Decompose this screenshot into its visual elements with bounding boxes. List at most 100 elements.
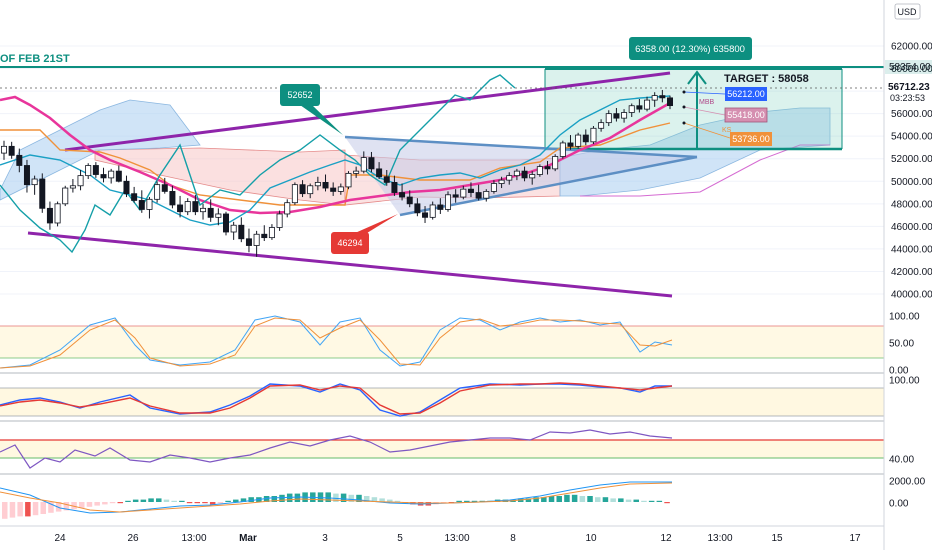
candle-body bbox=[314, 181, 321, 187]
macd-histogram-bar bbox=[656, 500, 663, 502]
macd-histogram-bar bbox=[571, 494, 578, 502]
rsi-pane[interactable] bbox=[0, 429, 884, 475]
macd-histogram-bar bbox=[17, 502, 23, 517]
candle-body bbox=[621, 112, 628, 119]
stochastic-pane[interactable] bbox=[0, 315, 884, 374]
candle-body bbox=[651, 95, 658, 101]
date-tick-label: 13:00 bbox=[181, 533, 206, 544]
current-price-tag: 56712.23 03:23:53 bbox=[885, 78, 932, 104]
macd-histogram-bar bbox=[194, 502, 201, 504]
macd-histogram-bar bbox=[664, 502, 670, 504]
macd-histogram-bar bbox=[102, 502, 108, 505]
macd-histogram-bar bbox=[541, 497, 547, 502]
macd-histogram-bar bbox=[333, 493, 339, 502]
macd-histogram-bar bbox=[533, 497, 539, 502]
candle-body bbox=[475, 192, 482, 199]
macd-histogram-bar bbox=[556, 496, 562, 502]
stochastic-axis-label: 100.00 bbox=[889, 312, 920, 323]
candle-body bbox=[276, 213, 283, 228]
candle-body bbox=[184, 201, 191, 213]
macd-histogram-bar bbox=[233, 499, 239, 502]
macd-pane[interactable] bbox=[0, 481, 673, 519]
price-tick-label: 42000.00 bbox=[891, 267, 932, 278]
macd-histogram-bar bbox=[325, 492, 331, 502]
candle-body bbox=[77, 175, 84, 187]
macd-histogram-bar bbox=[625, 499, 632, 502]
macd-line bbox=[0, 481, 672, 514]
candle-body bbox=[307, 185, 314, 195]
candle-body bbox=[92, 165, 99, 175]
candle-body bbox=[368, 157, 375, 170]
macd-histogram-bar bbox=[132, 499, 139, 502]
macd-histogram-bar bbox=[186, 502, 193, 504]
candle-body bbox=[146, 198, 153, 210]
candle-body bbox=[444, 194, 451, 210]
macd-histogram-bar bbox=[379, 498, 385, 502]
date-tick-label: 3 bbox=[322, 533, 328, 544]
candle-body bbox=[506, 175, 513, 181]
candle-body bbox=[8, 145, 15, 156]
price-tick-label: 50000.00 bbox=[891, 177, 932, 188]
candle-body bbox=[345, 172, 352, 188]
macd-histogram-bar bbox=[279, 494, 285, 502]
date-tick-label: 24 bbox=[54, 533, 66, 544]
high-point-label: 52652 bbox=[287, 90, 312, 100]
price-tick-label: 48000.00 bbox=[891, 199, 932, 210]
macd-histogram-bar bbox=[248, 497, 254, 502]
macd-histogram bbox=[2, 492, 670, 519]
candle-body bbox=[552, 156, 559, 170]
macd-histogram-bar bbox=[40, 502, 47, 514]
candle-body bbox=[291, 184, 298, 204]
measure-arrow-head bbox=[687, 70, 707, 85]
main-price-pane[interactable]: OF FEB 21ST 52652 46294 6358.00 (12.30%)… bbox=[0, 37, 884, 298]
candle-body bbox=[636, 105, 643, 110]
macd-histogram-bar bbox=[618, 498, 624, 502]
candle-body bbox=[628, 105, 635, 113]
candle-body bbox=[437, 204, 444, 210]
macd-histogram-bar bbox=[117, 502, 124, 504]
oscillator-pane[interactable] bbox=[0, 382, 884, 422]
macd-histogram-bar bbox=[9, 502, 16, 518]
candle-body bbox=[521, 170, 528, 179]
candle-body bbox=[62, 187, 69, 205]
candle-body bbox=[115, 170, 122, 182]
price-tick-label: 46000.00 bbox=[891, 222, 932, 233]
macd-histogram-bar bbox=[48, 502, 54, 513]
date-axis[interactable]: 24 26 13:00 Mar 3 5 13:00 8 10 12 13:00 15 17 bbox=[0, 525, 884, 544]
candle-body bbox=[253, 233, 260, 246]
osc-line-red bbox=[0, 382, 673, 415]
date-tick-label: 17 bbox=[849, 533, 861, 544]
date-tick-label: 12 bbox=[660, 533, 672, 544]
date-tick-label: 15 bbox=[771, 533, 783, 544]
countdown-label: 03:23:53 bbox=[890, 93, 925, 103]
ks-label: KS bbox=[722, 127, 732, 134]
candle-body bbox=[322, 181, 329, 189]
candle-body bbox=[559, 142, 566, 157]
level-label-53736: 53736.00 bbox=[732, 134, 770, 144]
price-tick-label: 56000.00 bbox=[891, 109, 932, 120]
candle-body bbox=[261, 233, 268, 239]
price-tick-label: 40000.00 bbox=[891, 290, 932, 301]
macd-histogram-bar bbox=[63, 502, 70, 511]
macd-histogram-bar bbox=[356, 494, 362, 502]
price-tick-label: 54000.00 bbox=[891, 132, 932, 143]
candle-body bbox=[0, 145, 7, 154]
resistance-price-label: 58354.00 bbox=[889, 62, 931, 73]
currency-button[interactable]: USD bbox=[894, 3, 921, 20]
macd-histogram-bar bbox=[163, 499, 170, 502]
candle-body bbox=[582, 134, 589, 143]
macd-histogram-bar bbox=[464, 500, 470, 502]
candle-body bbox=[391, 181, 398, 193]
stoch-d-line bbox=[0, 317, 673, 369]
candle-body bbox=[108, 170, 115, 179]
macd-histogram-bar bbox=[2, 502, 8, 519]
candle-body bbox=[483, 191, 490, 199]
macd-histogram-bar bbox=[225, 500, 231, 502]
macd-histogram-bar bbox=[348, 494, 355, 502]
candle-body bbox=[245, 238, 252, 246]
resistance-price-tag: 58354.00 bbox=[885, 60, 932, 74]
channel-lower-line bbox=[27, 231, 673, 298]
candle-body bbox=[667, 97, 674, 107]
